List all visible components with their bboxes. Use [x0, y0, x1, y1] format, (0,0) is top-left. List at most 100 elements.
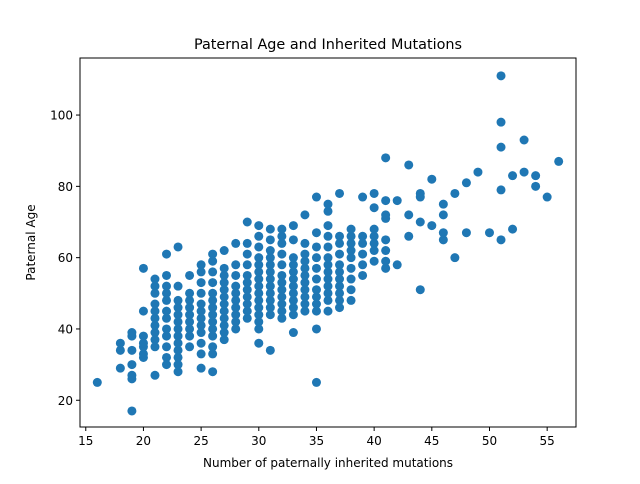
data-point [335, 267, 345, 277]
data-point [369, 203, 379, 213]
data-point [311, 285, 321, 295]
data-point [219, 328, 229, 338]
data-point [461, 178, 471, 188]
x-tick-label: 40 [366, 434, 381, 448]
data-point [404, 231, 414, 241]
data-point [323, 199, 333, 209]
data-point [150, 342, 160, 352]
data-point [369, 238, 379, 248]
data-point [300, 292, 310, 302]
data-point [219, 299, 229, 309]
data-point [150, 274, 160, 284]
data-point [208, 331, 218, 341]
data-point [208, 256, 218, 266]
data-point [323, 221, 333, 231]
data-point [127, 406, 137, 416]
data-point [242, 306, 252, 316]
data-point [254, 274, 264, 284]
data-point [254, 295, 264, 305]
data-point [196, 313, 206, 323]
data-point [265, 224, 275, 234]
data-point [496, 185, 506, 195]
data-point [208, 367, 218, 377]
data-point [196, 278, 206, 288]
data-point [496, 71, 506, 81]
data-point [242, 313, 252, 323]
data-point [335, 231, 345, 241]
data-point [208, 342, 218, 352]
data-point [277, 285, 287, 295]
data-point [208, 288, 218, 298]
data-point [185, 324, 195, 334]
data-point [311, 377, 321, 387]
data-point [531, 171, 541, 181]
data-point [162, 342, 172, 352]
data-point [196, 328, 206, 338]
data-point [127, 370, 137, 380]
data-point [265, 303, 275, 313]
y-tick-label: 20 [58, 394, 73, 408]
data-point [219, 278, 229, 288]
data-point [335, 288, 345, 298]
data-point [415, 285, 425, 295]
data-point [277, 313, 287, 323]
x-tick-label: 20 [136, 434, 151, 448]
data-point [427, 174, 437, 184]
data-point [231, 324, 241, 334]
data-point [346, 231, 356, 241]
data-point [323, 242, 333, 252]
data-point [496, 235, 506, 245]
data-point [346, 285, 356, 295]
data-point [162, 249, 172, 259]
data-point [173, 295, 183, 305]
data-point [242, 285, 252, 295]
data-point [265, 345, 275, 355]
data-point [127, 360, 137, 370]
data-point [554, 156, 564, 166]
plot-frame [79, 57, 577, 428]
data-point [208, 324, 218, 334]
data-point [254, 324, 264, 334]
data-point [115, 363, 125, 373]
data-point [346, 253, 356, 263]
data-point [208, 310, 218, 320]
y-tick-label: 40 [58, 322, 73, 336]
data-point [369, 246, 379, 256]
y-axis-label: Paternal Age [24, 204, 38, 280]
data-point [196, 267, 206, 277]
data-point [173, 324, 183, 334]
x-tick-label: 25 [193, 434, 208, 448]
data-point [173, 352, 183, 362]
data-point [265, 295, 275, 305]
data-point [277, 278, 287, 288]
data-point [138, 263, 148, 273]
data-point [219, 335, 229, 345]
data-point [242, 292, 252, 302]
data-point [404, 160, 414, 170]
data-point [311, 192, 321, 202]
data-point [335, 303, 345, 313]
x-tick-label: 45 [424, 434, 439, 448]
data-point [231, 238, 241, 248]
data-point [162, 352, 172, 362]
data-point [288, 328, 298, 338]
data-point [346, 238, 356, 248]
data-point [173, 345, 183, 355]
data-point [162, 281, 172, 291]
data-point [265, 235, 275, 245]
data-point [254, 303, 264, 313]
data-point [242, 299, 252, 309]
data-point [242, 217, 252, 227]
data-point [346, 263, 356, 273]
data-point [162, 288, 172, 298]
data-point [208, 267, 218, 277]
data-point [208, 295, 218, 305]
data-point [323, 260, 333, 270]
x-tick-label: 35 [309, 434, 324, 448]
data-point [150, 288, 160, 298]
data-point [496, 142, 506, 152]
data-point [231, 303, 241, 313]
data-point [231, 317, 241, 327]
data-point [196, 363, 206, 373]
